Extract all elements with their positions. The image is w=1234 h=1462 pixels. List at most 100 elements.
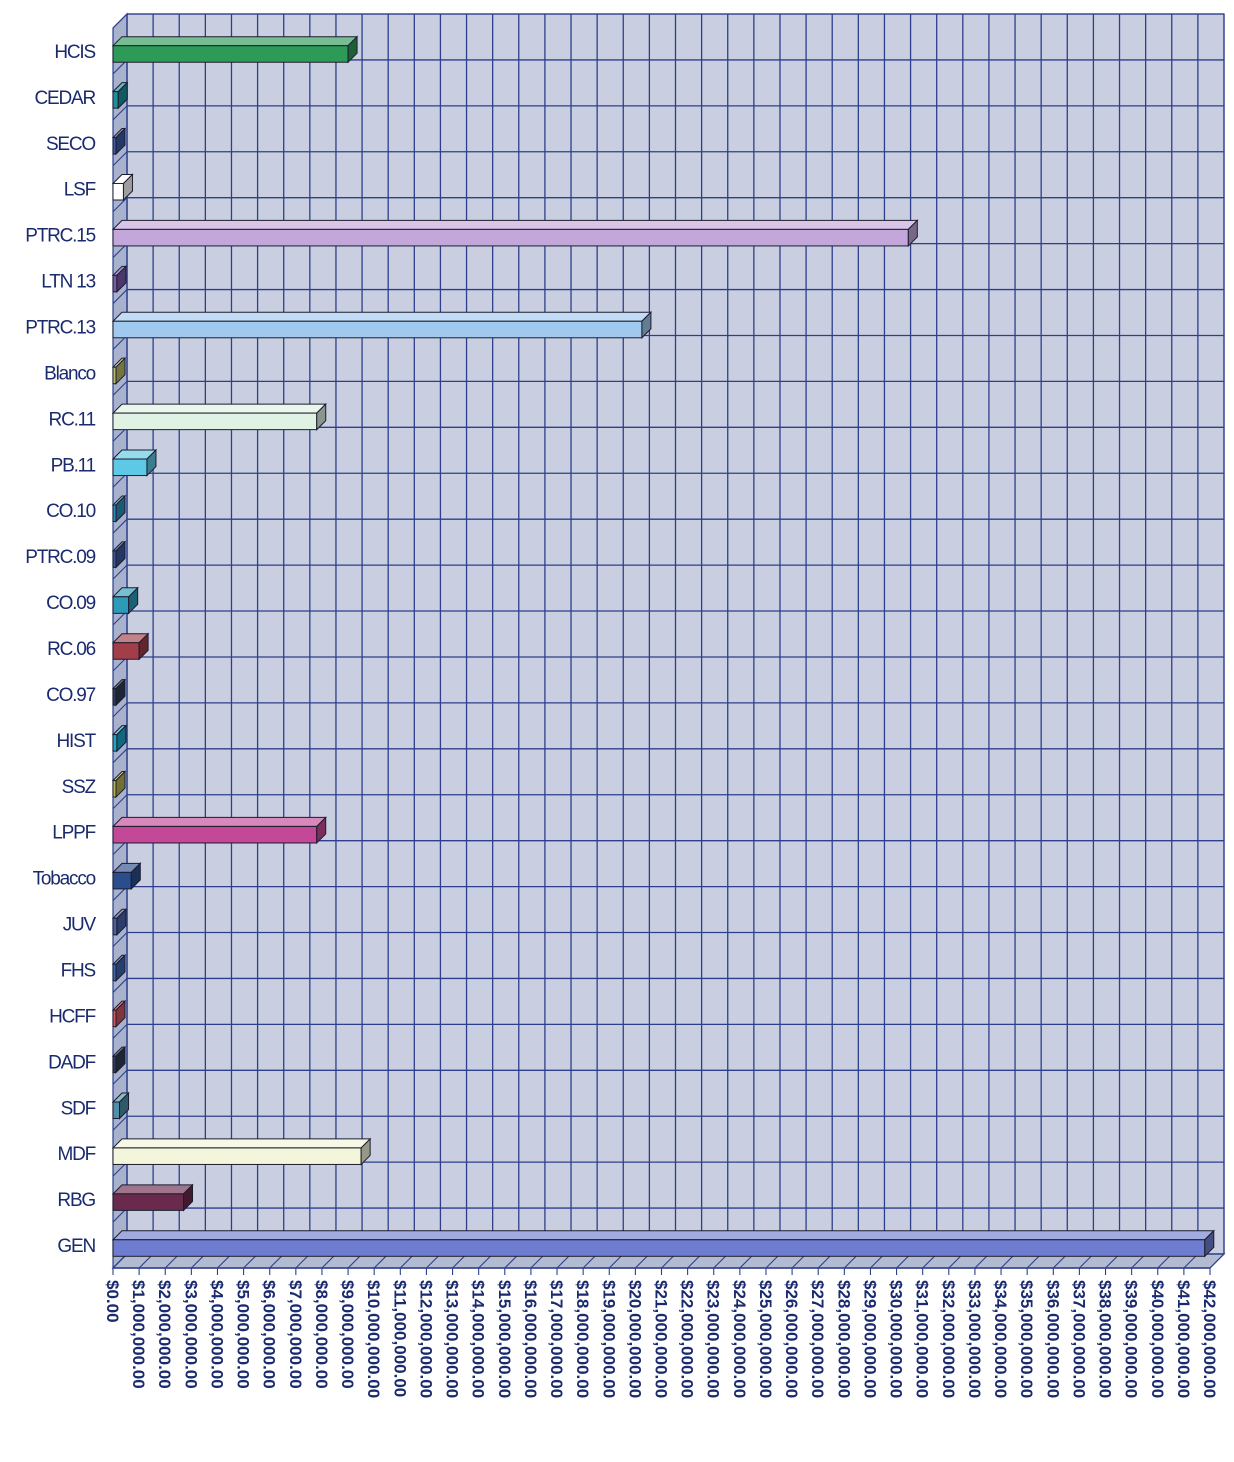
bar-front [112,458,148,477]
bar-end [115,540,126,569]
bar-end [119,1091,130,1120]
category-label: SSZ [62,777,97,798]
category-labels: HCIS CEDAR SECO LSF PTRC.15 LTN 13 PTRC.13 Blan… [25,42,98,1257]
bar-end [138,632,149,661]
category-label: PTRC.13 [25,318,95,339]
bar-end [146,448,157,477]
bar [111,356,127,385]
bar [111,908,128,937]
bar-end [117,81,128,110]
bar [111,862,142,891]
x-tick-label: $40,000,000.00 [1148,1280,1167,1398]
bar-front [112,91,119,109]
x-tick-label: $9,000,000.00 [338,1280,357,1389]
bar [111,127,127,156]
bar [111,770,127,799]
bar-end [116,908,127,937]
bar [111,1137,372,1166]
x-tick-label: $37,000,000.00 [1069,1280,1088,1398]
bar-end [115,999,126,1028]
category-label: SDF [61,1098,96,1119]
bar-top [111,219,919,230]
x-tick-label: $29,000,000.00 [860,1280,879,1398]
bar-front [112,1239,1206,1257]
bar-front [112,412,318,431]
bar-end [115,494,126,523]
x-tick-label: $41,000,000.00 [1174,1280,1193,1398]
category-label: Blanco [44,363,96,384]
gridline-side [112,794,128,810]
gridline-side [112,105,128,121]
bar-top [111,1184,194,1195]
category-label: CO.09 [46,593,96,614]
category-label: HCIS [54,42,95,63]
x-tick-label: $1,000,000.00 [129,1280,148,1389]
bar-end [183,1183,194,1212]
gridline-side [112,1115,128,1131]
bar-end [115,954,126,982]
x-tick-label: $23,000,000.00 [704,1280,723,1398]
bar [111,1045,127,1074]
bar [111,265,128,294]
x-tick-label: $12,000,000.00 [416,1280,435,1398]
bar [111,173,134,202]
category-label: CO.10 [46,501,96,522]
category-label: PTRC.09 [25,547,95,568]
category-label: PB.11 [51,455,96,476]
bar [111,1229,1215,1258]
gridline-side [112,748,128,764]
bar [111,586,139,615]
category-label: DADF [48,1052,96,1073]
bar-top [111,1230,1215,1241]
category-label: RC.06 [47,639,95,660]
bar-end [1204,1229,1215,1258]
x-tick-label: $16,000,000.00 [521,1280,540,1398]
bar-end [316,816,327,845]
x-tick-label: $6,000,000.00 [260,1280,279,1389]
x-tick-label: $20,000,000.00 [625,1280,644,1398]
gridline-side [112,151,128,167]
x-tick-label: $22,000,000.00 [678,1280,697,1398]
gridline-side [112,197,128,213]
gridline-side [112,564,128,580]
x-tick-label: $26,000,000.00 [782,1280,801,1398]
x-tick-label: $42,000,000.00 [1200,1280,1219,1398]
x-tick-label: $10,000,000.00 [364,1280,383,1398]
bar-end [122,173,133,202]
x-tick-label: $36,000,000.00 [1043,1280,1062,1398]
bar [111,219,919,248]
bar-end [316,402,327,431]
bar [111,448,158,477]
gridline-side [112,702,128,718]
bar [111,724,128,753]
chart-bars [111,35,1215,1258]
bar-front [112,642,140,660]
x-tick-label: $11,000,000.00 [390,1280,409,1397]
gridline-side [112,518,128,534]
bar [111,402,327,431]
category-label: LPPF [52,823,95,844]
x-tick-label: $32,000,000.00 [939,1280,958,1398]
x-tick-label: $21,000,000.00 [652,1280,671,1398]
bar-top [111,1138,372,1149]
bar [111,35,359,64]
x-tick-label: $30,000,000.00 [887,1280,906,1398]
bar [111,1091,130,1120]
category-label: Tobacco [33,869,96,890]
x-tick-label: $14,000,000.00 [469,1280,488,1398]
bar-front [112,825,318,844]
x-tick-label: $25,000,000.00 [756,1280,775,1398]
chart-walls [111,12,1226,1270]
bar-top [111,311,653,322]
bar-end [360,1137,371,1166]
gridline-side [112,1023,128,1039]
x-tick-label: $19,000,000.00 [599,1280,618,1398]
bar [111,540,127,569]
bar [111,494,127,523]
bar-end [115,678,126,707]
bar-end [115,127,126,156]
bar [111,1183,194,1212]
bar-top [111,403,327,414]
bar-end [115,356,126,385]
bar-front [112,274,118,293]
